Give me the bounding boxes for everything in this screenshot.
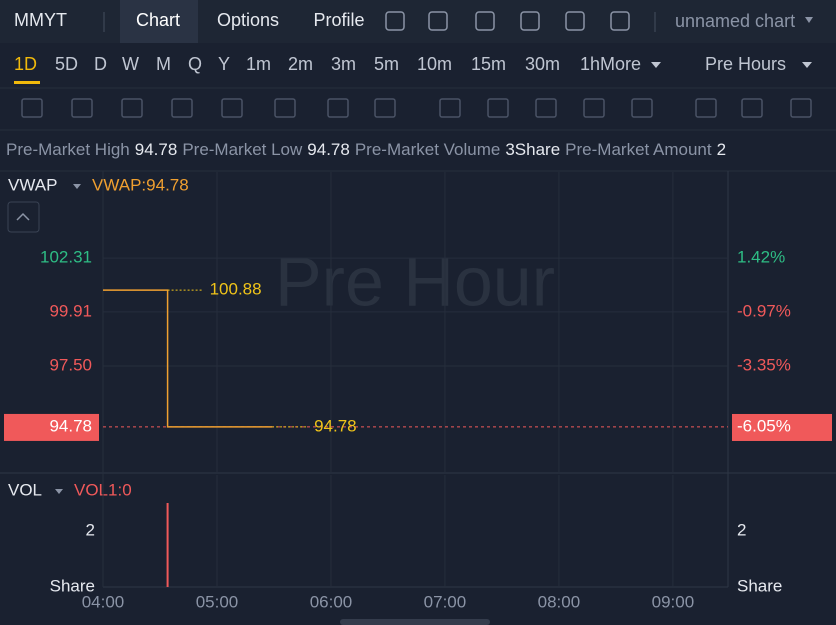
info-value: 3Share [505, 140, 560, 159]
timeframe[interactable]: 5D [55, 54, 78, 74]
y2-tick-label: -0.97% [737, 302, 791, 321]
y2-tick-label: -6.05% [737, 416, 791, 435]
info-value: 2 [717, 140, 726, 159]
dropdown-caret[interactable] [73, 184, 81, 189]
drawing-tool[interactable] [21, 98, 43, 118]
timeframe[interactable]: 15m [471, 54, 506, 74]
toolbar-icon[interactable] [428, 11, 448, 31]
timeframe[interactable]: W [122, 54, 139, 74]
drawing-tool[interactable] [374, 98, 396, 118]
symbol[interactable]: MMYT [14, 10, 67, 30]
drawing-tool[interactable] [274, 98, 296, 118]
x-tick-label: 08:00 [538, 592, 581, 611]
info-value: 94.78 [307, 140, 350, 159]
current-price-box [4, 413, 99, 441]
x-tick-label: 09:00 [652, 592, 695, 611]
info-label: Pre-Market Volume [355, 140, 501, 159]
info-bar: Pre-Market High 94.78 Pre-Market Low 94.78 P… [6, 140, 726, 159]
dropdown-caret[interactable] [802, 62, 812, 68]
y-tick-label: 99.91 [49, 301, 92, 320]
timeframe[interactable]: Y [218, 54, 230, 74]
y2-tick-label: -3.35% [737, 355, 791, 374]
drawing-tool[interactable] [631, 98, 653, 118]
tab[interactable]: Chart [136, 10, 180, 30]
active-tab-bg [120, 0, 198, 43]
y2-tick-label: 1.42% [737, 247, 785, 266]
tab[interactable]: Options [217, 10, 279, 30]
session-select[interactable]: Pre Hours [705, 54, 786, 74]
collapse-icon [16, 212, 30, 221]
drawing-tool[interactable] [439, 98, 461, 118]
annotation: 100.88 [210, 280, 262, 299]
annotation: 94.78 [314, 416, 357, 435]
watermark: Pre Hour [275, 242, 555, 320]
timeframe[interactable]: 1D [14, 54, 37, 74]
drawing-tool[interactable] [327, 98, 349, 118]
dropdown-caret[interactable] [55, 489, 63, 494]
more-button[interactable]: More [600, 54, 641, 74]
indicator-value: VWAP:94.78 [92, 175, 189, 194]
tab[interactable]: Profile [313, 10, 364, 30]
volume-name[interactable]: VOL [8, 480, 42, 499]
volume-bar [166, 503, 169, 587]
x-tick-label: 07:00 [424, 592, 467, 611]
y-tick-label: 97.50 [49, 355, 92, 374]
info-label: Pre-Market Amount [565, 140, 712, 159]
chart-name[interactable]: unnamed chart [675, 11, 795, 31]
volume-tick-label: 2 [86, 520, 95, 539]
volume-unit: Share [737, 576, 782, 595]
drawing-tool[interactable] [583, 98, 605, 118]
drawing-tool[interactable] [790, 98, 812, 118]
timeframe[interactable]: 3m [331, 54, 356, 74]
drawing-tool[interactable] [171, 98, 193, 118]
indicator-name[interactable]: VWAP [8, 175, 57, 194]
info-value: 94.78 [135, 140, 178, 159]
toolbar-icon[interactable] [520, 11, 540, 31]
drawing-tool[interactable] [221, 98, 243, 118]
info-label: Pre-Market Low [182, 140, 303, 159]
dropdown-caret[interactable] [651, 62, 661, 68]
x-tick-label: 06:00 [310, 592, 353, 611]
drawing-tool[interactable] [741, 98, 763, 118]
toolbar-icon[interactable] [565, 11, 585, 31]
x-tick-label: 05:00 [196, 592, 239, 611]
timeframe[interactable]: 10m [417, 54, 452, 74]
toolbar-icon[interactable] [475, 11, 495, 31]
collapse-button[interactable] [7, 201, 40, 233]
toolbar-icon[interactable] [385, 11, 405, 31]
price-line [103, 289, 273, 428]
timeframe[interactable]: 2m [288, 54, 313, 74]
timeframe[interactable]: 5m [374, 54, 399, 74]
x-tick-label: 04:00 [82, 592, 125, 611]
timeframe[interactable]: 1m [246, 54, 271, 74]
timeframe[interactable]: 1h [580, 54, 600, 74]
scrollbar[interactable] [340, 619, 490, 625]
info-label: Pre-Market High [6, 140, 130, 159]
volume-tick-label: 2 [737, 520, 746, 539]
timeframe[interactable]: Q [188, 54, 202, 74]
y-tick-label: 102.31 [40, 248, 92, 267]
drawing-tool[interactable] [487, 98, 509, 118]
drawing-tool[interactable] [535, 98, 557, 118]
current-change-box [732, 413, 832, 441]
volume-unit: Share [50, 576, 95, 595]
active-underline [14, 81, 40, 84]
drawing-tool[interactable] [71, 98, 93, 118]
toolbar-icon[interactable] [610, 11, 630, 31]
timeframe[interactable]: 30m [525, 54, 560, 74]
y-tick-label: 94.78 [49, 416, 92, 435]
timeframe[interactable]: D [94, 54, 107, 74]
drawing-tool[interactable] [121, 98, 143, 118]
drawing-tool[interactable] [695, 98, 717, 118]
dropdown-caret[interactable] [805, 17, 813, 23]
timeframe[interactable]: M [156, 54, 171, 74]
